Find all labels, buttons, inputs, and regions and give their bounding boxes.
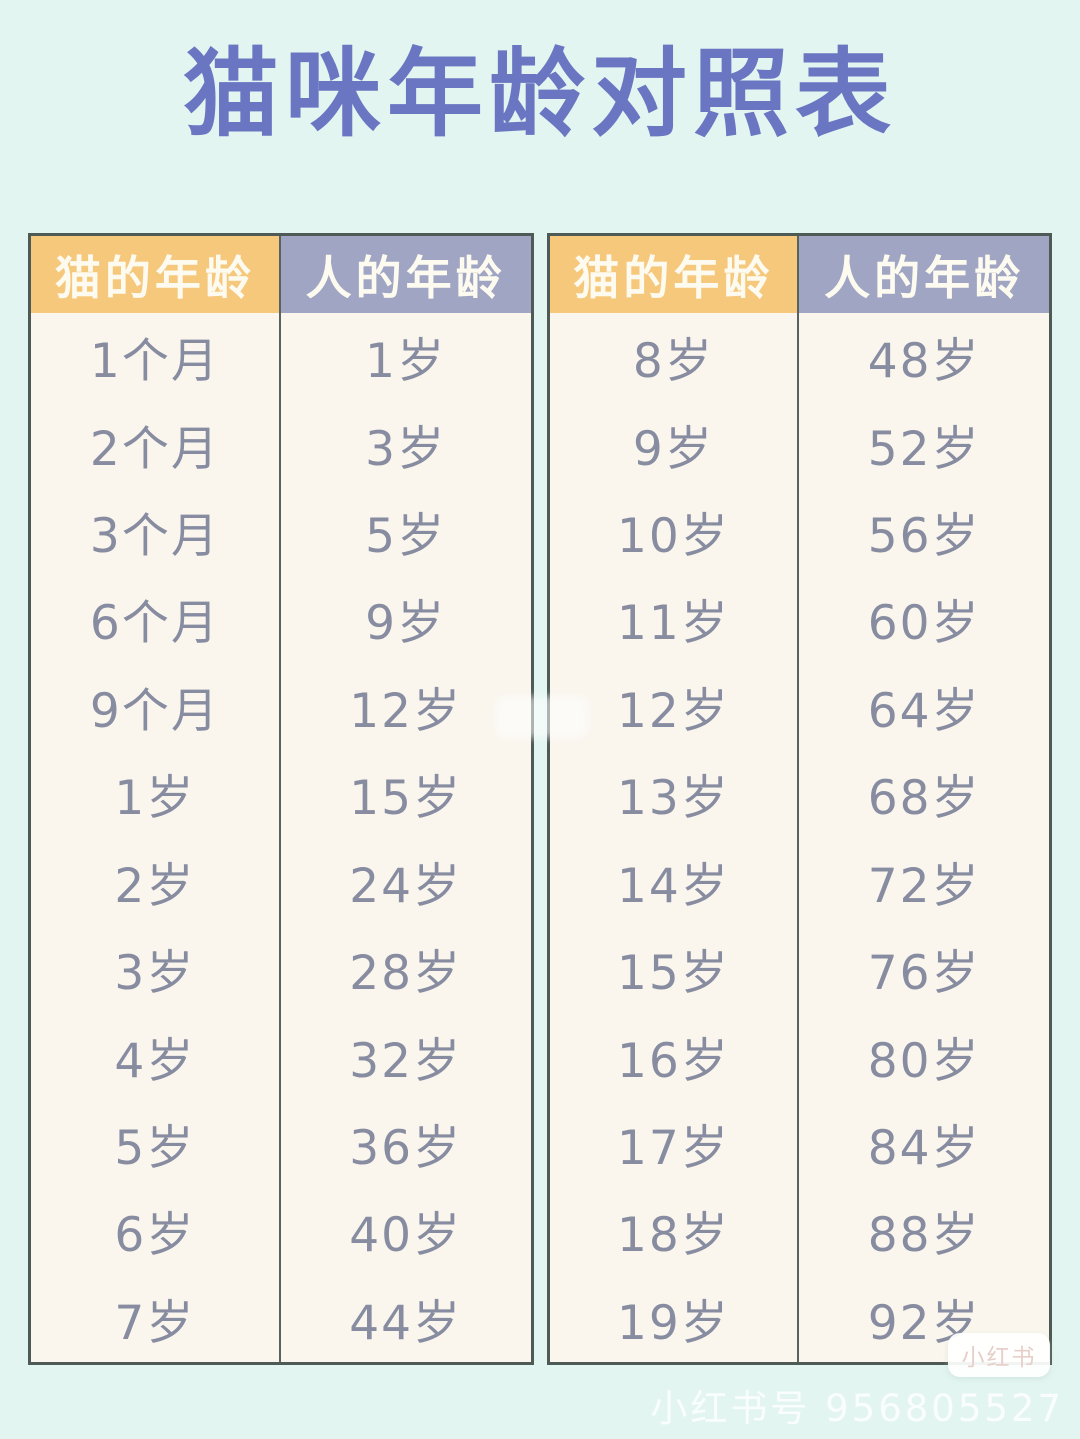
cat-age-cell: 17岁: [550, 1099, 800, 1188]
cat-age-cell: 5岁: [31, 1099, 281, 1188]
table-row: 1个月 1岁: [31, 313, 531, 401]
age-table-right: 猫的年龄 人的年龄 8岁 48岁 9岁 52岁 10岁 56岁 11岁 60岁 12岁 64岁 13…: [546, 233, 1052, 1365]
cat-age-cell: 2岁: [31, 837, 281, 925]
table-row: 7岁 44岁: [31, 1274, 531, 1363]
human-age-cell: 88岁: [867, 1208, 981, 1264]
table-row: 8岁 48岁: [550, 313, 1050, 401]
human-age-cell: 12岁: [349, 683, 463, 739]
table-row: 1岁 15岁: [31, 750, 531, 838]
cat-age-cell: 19岁: [550, 1274, 800, 1363]
cat-age-cell: 7岁: [31, 1274, 281, 1363]
human-age-cell: 5岁: [365, 509, 447, 565]
table-header: 猫的年龄 人的年龄: [549, 236, 1049, 313]
table-row: 5岁 36岁: [31, 1099, 531, 1188]
human-age-header: 人的年龄: [799, 236, 1049, 313]
human-age-cell: 44岁: [349, 1295, 463, 1351]
human-age-cell: 9岁: [365, 596, 447, 652]
cat-age-cell: 6岁: [31, 1187, 281, 1275]
table-row: 19岁 92岁: [550, 1274, 1050, 1363]
table-row: 2个月 3岁: [31, 400, 531, 488]
human-age-cell: 52岁: [867, 421, 981, 477]
cat-age-cell: 18岁: [550, 1187, 800, 1275]
cat-age-cell: 10岁: [550, 487, 800, 576]
table-row: 16岁 80岁: [550, 1012, 1050, 1100]
table-row: 3岁 28岁: [31, 924, 531, 1013]
cat-age-cell: 1岁: [31, 750, 281, 838]
table-row: 6个月 9岁: [31, 575, 531, 663]
human-age-cell: 84岁: [867, 1121, 981, 1176]
cat-age-cell: 3岁: [31, 924, 281, 1013]
human-age-cell: 72岁: [867, 858, 981, 914]
cat-age-cell: 8岁: [550, 313, 800, 401]
cat-age-cell: 14岁: [550, 837, 800, 925]
age-table-left: 猫的年龄 人的年龄 1个月 1岁 2个月 3岁 3个月 5岁 6个月 9岁 9个月 12岁 1岁 15…: [28, 233, 534, 1365]
human-age-cell: 64岁: [867, 683, 981, 739]
table-row: 14岁 72岁: [550, 837, 1050, 925]
cat-age-cell: 13岁: [550, 750, 800, 838]
human-age-cell: 40岁: [349, 1208, 463, 1264]
table-row: 12岁 64岁: [550, 662, 1050, 751]
xiaohongshu-badge: 小红书: [948, 1333, 1050, 1377]
table-row: 9岁 52岁: [550, 400, 1050, 488]
human-age-cell: 1岁: [365, 334, 447, 390]
table-row: 3个月 5岁: [31, 487, 531, 576]
cat-age-header: 猫的年龄: [549, 236, 800, 313]
human-age-cell: 56岁: [867, 509, 981, 565]
table-header: 猫的年龄 人的年龄: [31, 236, 531, 313]
human-age-cell: 76岁: [867, 946, 981, 1002]
table-body-right: 8岁 48岁 9岁 52岁 10岁 56岁 11岁 60岁 12岁 64岁 13岁 68岁 14岁 72岁…: [550, 313, 1050, 1363]
human-age-cell: 28岁: [349, 946, 463, 1002]
cat-age-cell: 15岁: [550, 924, 800, 1013]
table-row: 6岁 40岁: [31, 1187, 531, 1275]
human-age-cell: 36岁: [349, 1121, 463, 1176]
table-row: 4岁 32岁: [31, 1012, 531, 1100]
page-title: 猫咪年龄对照表: [183, 38, 897, 150]
human-age-cell: 24岁: [349, 858, 463, 914]
cat-age-cell: 2个月: [31, 400, 281, 488]
cat-age-cell: 11岁: [550, 575, 800, 663]
cat-age-cell: 12岁: [550, 662, 800, 751]
human-age-cell: 32岁: [349, 1033, 463, 1089]
cat-age-cell: 4岁: [31, 1012, 281, 1100]
table-row: 10岁 56岁: [550, 487, 1050, 576]
human-age-cell: 60岁: [867, 596, 981, 652]
table-row: 15岁 76岁: [550, 924, 1050, 1013]
cat-age-cell: 3个月: [31, 487, 281, 576]
cat-age-cell: 9岁: [550, 400, 800, 488]
human-age-header: 人的年龄: [280, 236, 531, 313]
human-age-cell: 68岁: [867, 771, 981, 827]
human-age-cell: 3岁: [365, 421, 447, 477]
table-row: 2岁 24岁: [31, 837, 531, 925]
table-row: 11岁 60岁: [550, 575, 1050, 663]
cat-age-cell: 9个月: [31, 662, 281, 751]
human-age-cell: 48岁: [867, 334, 981, 390]
table-row: 13岁 68岁: [550, 750, 1050, 838]
cat-age-cell: 1个月: [31, 313, 281, 401]
table-row: 17岁 84岁: [550, 1099, 1050, 1188]
tables-container: 猫的年龄 人的年龄 1个月 1岁 2个月 3岁 3个月 5岁 6个月 9岁 9个月 12岁 1岁 15…: [28, 233, 1052, 1365]
cat-age-header: 猫的年龄: [31, 236, 281, 313]
cat-age-cell: 16岁: [550, 1012, 800, 1100]
table-row: 9个月 12岁: [31, 662, 531, 751]
table-row: 18岁 88岁: [550, 1187, 1050, 1275]
cat-age-cell: 6个月: [31, 575, 281, 663]
watermark-id: 小红书号 956805527: [650, 1387, 1064, 1430]
center-watermark: [496, 696, 588, 738]
human-age-cell: 80岁: [867, 1033, 981, 1089]
human-age-cell: 15岁: [349, 771, 463, 827]
table-body-left: 1个月 1岁 2个月 3岁 3个月 5岁 6个月 9岁 9个月 12岁 1岁 15岁 2岁 24岁 3岁 28…: [31, 313, 531, 1363]
